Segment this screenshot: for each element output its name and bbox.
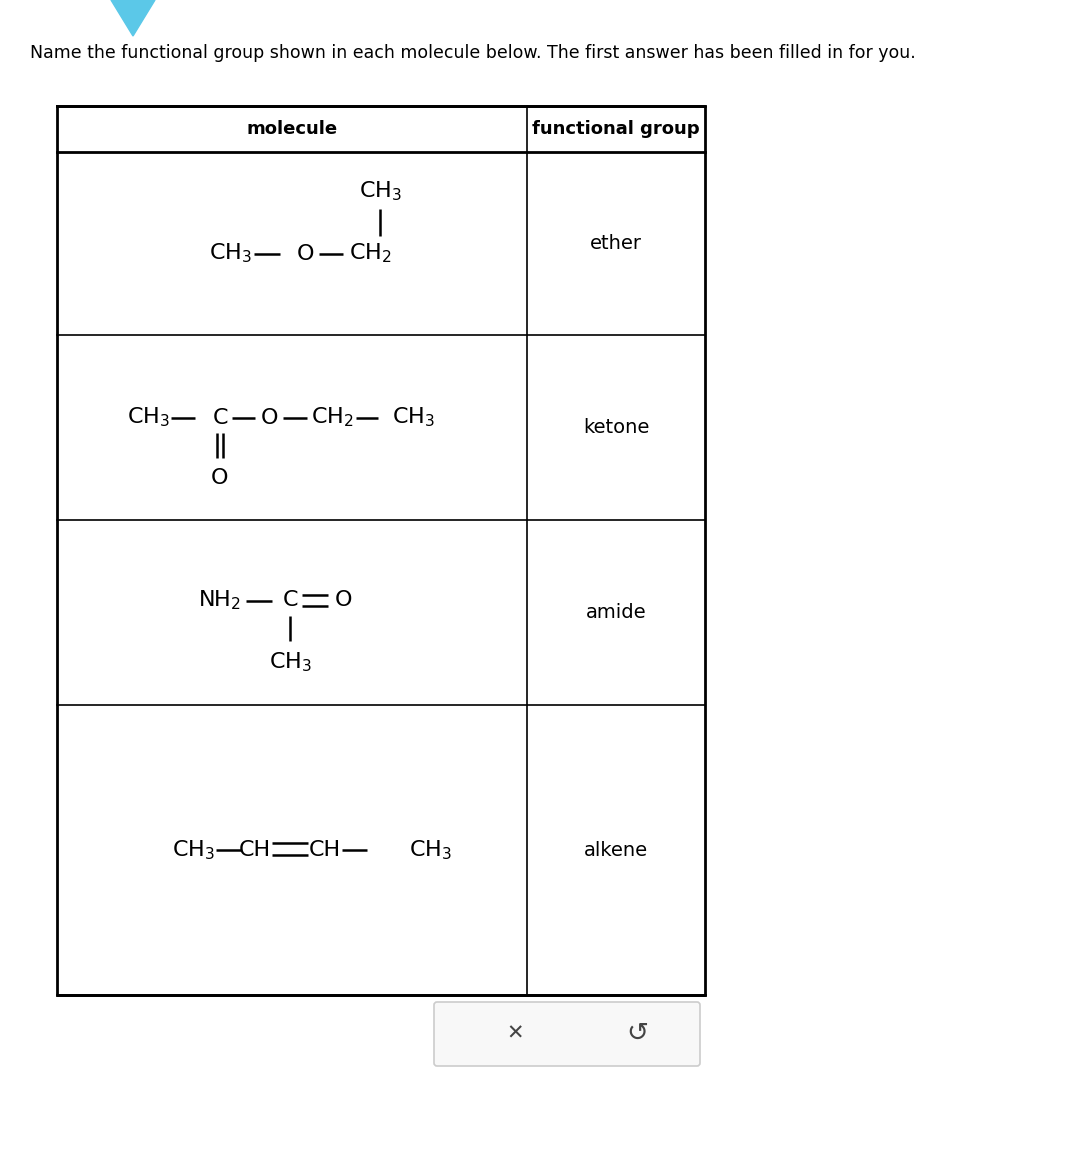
Text: ↺: ↺ — [626, 1021, 648, 1047]
Text: Name the functional group shown in each molecule below. The first answer has bee: Name the functional group shown in each … — [30, 44, 916, 62]
Text: O: O — [211, 468, 229, 488]
Text: O: O — [261, 408, 279, 428]
Text: ketone: ketone — [583, 417, 649, 437]
Text: alkene: alkene — [584, 841, 648, 860]
Text: CH$_2$: CH$_2$ — [348, 242, 391, 266]
Text: amide: amide — [586, 603, 646, 622]
Text: C: C — [212, 408, 228, 428]
Text: CH$_3$: CH$_3$ — [208, 242, 252, 266]
Text: molecule: molecule — [246, 120, 338, 138]
Text: functional group: functional group — [533, 120, 700, 138]
Text: CH$_3$: CH$_3$ — [269, 650, 311, 674]
Text: CH: CH — [309, 840, 341, 860]
Text: ether: ether — [590, 234, 643, 253]
Text: CH$_2$: CH$_2$ — [310, 406, 353, 429]
Text: O: O — [296, 243, 314, 263]
Text: CH$_3$: CH$_3$ — [126, 406, 170, 429]
Text: CH$_3$: CH$_3$ — [358, 180, 402, 203]
Text: CH$_3$: CH$_3$ — [392, 406, 435, 429]
Text: CH: CH — [238, 840, 271, 860]
Text: CH$_3$: CH$_3$ — [171, 838, 215, 862]
Text: O: O — [334, 590, 352, 610]
Text: NH$_2$: NH$_2$ — [198, 589, 242, 613]
Text: ✕: ✕ — [506, 1024, 524, 1044]
Text: CH$_3$: CH$_3$ — [408, 838, 452, 862]
FancyBboxPatch shape — [435, 1002, 700, 1065]
Polygon shape — [111, 0, 155, 36]
Text: C: C — [282, 590, 297, 610]
